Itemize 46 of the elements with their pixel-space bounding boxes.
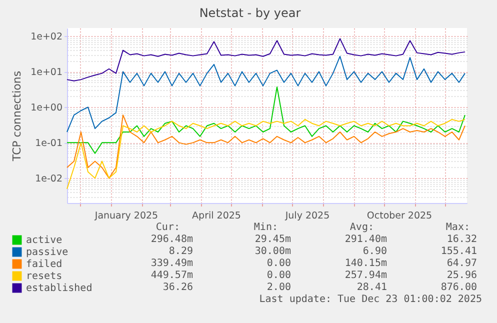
text: 25.96 [446,270,477,282]
text: Avg: [350,222,374,234]
line-series [66,86,466,154]
text: 8.29 [168,246,193,258]
text: Min: [254,222,278,234]
legend-label: established [26,283,92,294]
text: 0.00 [266,270,291,282]
y-tick-label: 1e+01 [30,67,62,78]
text: 2.00 [266,282,291,294]
text: 140.15m [344,258,387,270]
text: Cur: [156,222,180,234]
x-tick-label: April 2025 [192,210,241,222]
text: 64.97 [446,258,477,270]
legend-label: active [26,235,62,246]
text: 291.40m [344,234,387,246]
text: 16.32 [446,234,477,246]
y-axis-title: TCP connections [10,70,24,162]
text: Max: [446,222,470,234]
chart-title: Netstat - by year [199,6,301,20]
legend-label: resets [26,271,62,282]
line-series [66,56,466,132]
text: 29.45m [254,234,291,246]
text: 0.00 [266,258,291,270]
line-series [66,114,466,179]
line-series [66,38,466,82]
text: Last update: Tue Dec 23 01:00:02 2025 [259,294,482,306]
legend-label: failed [26,259,62,270]
text: 296.48m [150,234,193,246]
x-tick-label: July 2025 [284,210,330,222]
line-series [66,118,466,190]
text: 36.26 [162,282,193,294]
y-tick-label: 1e-02 [35,174,62,185]
x-tick-label: October 2025 [366,210,432,222]
text: 876.00 [440,282,477,294]
x-tick-label: January 2025 [94,210,158,222]
text: 30.00m [254,246,291,258]
text: 257.94m [344,270,387,282]
text: 155.41 [440,246,477,258]
text: 6.90 [362,246,387,258]
y-tick-label: 1e+00 [30,102,62,114]
y-tick-label: 1e-01 [35,138,62,150]
text: 449.57m [150,270,193,282]
text: 339.49m [150,258,193,270]
y-tick-label: 1e+02 [30,32,62,43]
text: 28.41 [356,282,387,294]
legend-label: passive [26,247,68,258]
